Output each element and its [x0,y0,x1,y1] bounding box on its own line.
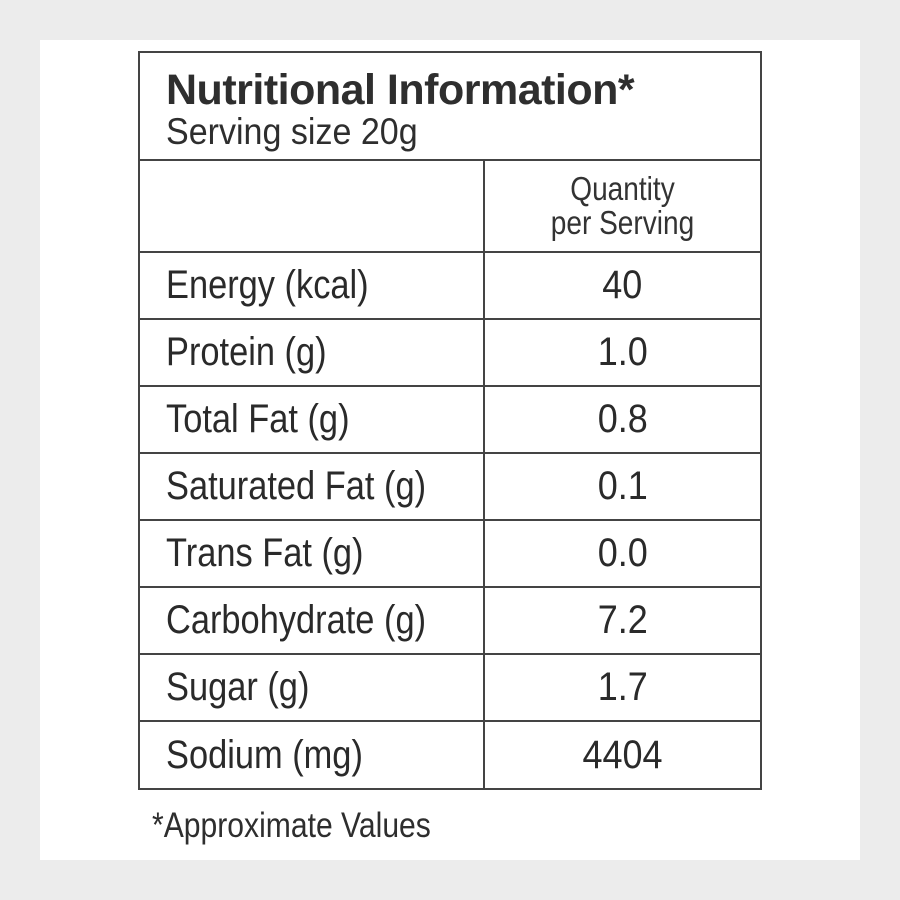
table-row: Sodium (mg) 4404 [140,721,760,788]
quantity-header-line2: per Serving [550,204,695,241]
footnote: *Approximate Values [152,806,431,845]
nutrient-value: 1.7 [484,654,760,722]
label-title: Nutritional Information* [166,66,635,114]
table-row: Protein (g) 1.0 [140,319,760,387]
nutrient-value: 4404 [582,732,663,777]
nutrient-name: Sodium (mg) [140,721,485,788]
label-header: Nutritional Information* Serving size 20… [140,53,760,161]
table-row: Total Fat (g) 0.8 [140,386,760,454]
nutrient-value: 7.2 [484,587,760,655]
nutrient-name: Protein (g) [140,319,485,387]
nutrient-name: Trans Fat (g) [140,520,485,588]
nutrient-name: Sugar (g) [140,654,485,722]
nutrient-name: Energy (kcal) [140,252,485,320]
nutrient-name: Total Fat (g) [140,386,485,454]
quantity-header-line1: Quantity [570,170,675,207]
nutrition-table: Quantity per Serving Energy (kcal) 40 Pr… [140,161,760,788]
product-image-panel: Nutritional Information* Serving size 20… [40,40,860,860]
nutrient-value: 1.0 [484,319,760,387]
table-row: Carbohydrate (g) 7.2 [140,587,760,655]
table-row: Sugar (g) 1.7 [140,654,760,722]
blank-header-cell [140,161,485,253]
nutrient-value: 0.0 [484,520,760,588]
column-header-row: Quantity per Serving [140,161,760,253]
quantity-header-cell: Quantity per Serving [484,161,760,253]
table-row: Saturated Fat (g) 0.1 [140,453,760,521]
nutrient-name: Saturated Fat (g) [140,453,485,521]
nutrient-value: 40 [484,252,760,320]
table-row: Trans Fat (g) 0.0 [140,520,760,588]
nutrient-value: 0.1 [484,453,760,521]
nutrition-label: Nutritional Information* Serving size 20… [138,51,762,790]
table-row: Energy (kcal) 40 [140,252,760,320]
nutrient-value: 0.8 [484,386,760,454]
nutrient-name: Carbohydrate (g) [140,587,485,655]
serving-size: Serving size 20g [166,111,418,152]
